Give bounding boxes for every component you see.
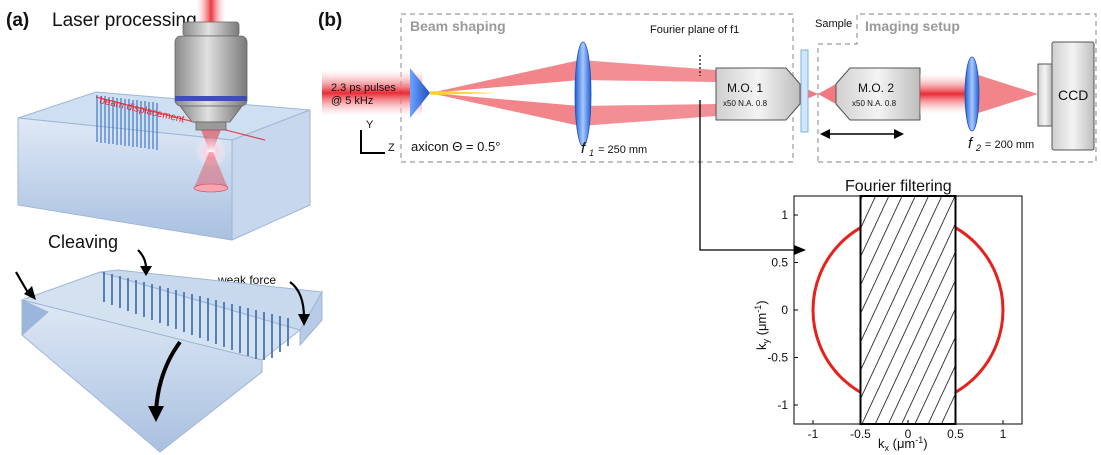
translation-arrow	[820, 129, 904, 139]
beam-to-ccd	[975, 74, 1038, 114]
microscope-objective-2: M.O. 2 x50 N.A. 0.8	[835, 67, 921, 121]
x-axis-label: kx (μm-1)	[878, 435, 928, 453]
focus-glow	[195, 136, 227, 168]
microscope-objective-1: M.O. 1 x50 N.A. 0.8	[715, 67, 801, 121]
y-tick-label: 1	[781, 208, 788, 222]
pulses-line1: 2.3 ps pulses	[331, 82, 396, 94]
imaging-setup-box	[817, 13, 1097, 163]
beam-lower-collimated	[580, 104, 716, 126]
fourier-plane-label: Fourier plane of f1	[650, 24, 739, 36]
x-tick-label: 0	[905, 427, 912, 441]
beam-upper-collimated	[580, 60, 716, 82]
sample-slide	[800, 49, 809, 133]
lens-f1	[574, 41, 592, 147]
x-tick-label: -1	[808, 427, 819, 441]
axis-z-label: Z	[388, 142, 395, 154]
microscope-objective	[174, 21, 248, 131]
lens-f2	[964, 56, 980, 132]
force-arrowheads	[24, 266, 310, 422]
fourier-connector	[699, 100, 806, 255]
axis-y-label: Y	[366, 119, 374, 131]
mo2-title: M.O. 2	[858, 81, 894, 95]
y-tick-label: 0	[781, 303, 788, 317]
ccd-label: CCD	[1058, 87, 1088, 103]
chart-title: Fourier filtering	[845, 178, 952, 195]
f1-subscript: 1	[589, 148, 594, 158]
ccd-camera: CCD	[1037, 41, 1095, 151]
mo2-spec: x50 N.A. 0.8	[852, 99, 897, 108]
y-tick-label: -1	[777, 398, 788, 412]
cleaved-block	[20, 269, 323, 453]
f2-subscript: 2	[975, 143, 981, 153]
panel-a-label: (a)	[6, 10, 29, 31]
beam-imaging	[920, 74, 968, 114]
x-tick-label: -0.5	[850, 427, 871, 441]
y-tick-label: -0.5	[767, 351, 788, 365]
panel-a: (a) Laser processing beam displacement	[6, 0, 323, 453]
axes-indicator: Y Z	[360, 119, 395, 154]
filter-band	[859, 195, 957, 425]
panel-b: (b) Beam shaping Imaging setup 2.3 ps pu…	[318, 10, 1097, 255]
axicon	[410, 68, 430, 118]
beam-upper-diverge	[430, 60, 580, 93]
y-axis-label: ky (μm-1)	[753, 300, 771, 350]
x-tick-label: 0.5	[947, 427, 964, 441]
bessel-core	[430, 91, 500, 95]
beam-lower-diverge	[430, 93, 580, 126]
bessel-zone-base	[193, 183, 229, 193]
sample-label: Sample	[815, 18, 852, 30]
bessel-zone	[194, 152, 228, 188]
f1-symbol: f	[581, 140, 587, 157]
cleaving-title: Cleaving	[48, 232, 118, 252]
fourier-filtering-chart: Fourier filtering -1 -0.5 0 0.5 1 1 0.5 0 -0.5 -1…	[753, 178, 1023, 453]
f1-value: = 250 mm	[598, 144, 647, 156]
glass-block-top	[17, 91, 311, 241]
f2-symbol: f	[968, 135, 974, 152]
laser-processing-title: Laser processing	[52, 10, 197, 31]
focus-out	[818, 84, 836, 104]
beam-shaping-title: Beam shaping	[410, 18, 506, 34]
y-tick-label: 0.5	[771, 256, 788, 270]
pulses-line2: @ 5 kHz	[331, 95, 373, 107]
f2-value: = 200 mm	[985, 139, 1034, 151]
panel-b-label: (b)	[318, 10, 342, 31]
axicon-label: axicon Θ = 0.5°	[411, 139, 500, 154]
input-beam	[322, 70, 422, 116]
x-tick-label: 1	[1000, 427, 1007, 441]
mo1-spec: x50 N.A. 0.8	[723, 99, 768, 108]
imaging-setup-title: Imaging setup	[865, 18, 960, 34]
mo1-title: M.O. 1	[727, 81, 763, 95]
